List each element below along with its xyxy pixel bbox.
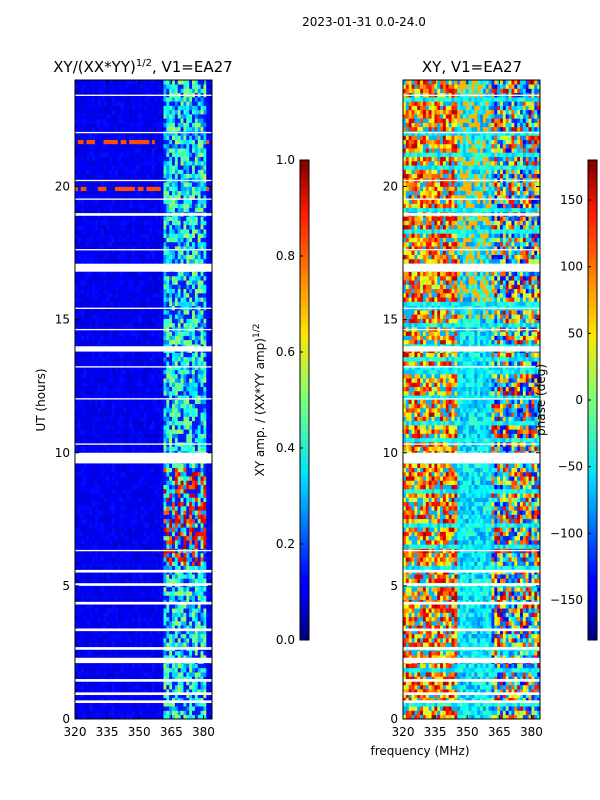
y-tick-label: 20 (383, 180, 398, 194)
amplitude-colorbar-label: XY amp. / (XX*YY amp)1/2 (252, 324, 267, 477)
frequency-xlabel: frequency (MHz) (370, 744, 469, 758)
x-tick-label: 365 (160, 725, 183, 739)
amplitude-colorbar-ticks: 0.0 0.2 0.4 0.6 0.8 1.0 (276, 153, 303, 647)
x-tick-label: 320 (64, 725, 87, 739)
amplitude-heatmap (75, 80, 213, 720)
y-tick-label: 5 (390, 579, 398, 593)
amplitude-flagged-gaps (75, 94, 212, 704)
y-tick-label: 10 (55, 446, 70, 460)
y-tick-label: 20 (55, 180, 70, 194)
colorbar-tick-label: 0.2 (276, 537, 295, 551)
phase-heatmap-panel: XY, V1=EA27 320 335 350 365 380 0 5 10 15 20 fre… (370, 58, 542, 758)
amplitude-heatmap-panel: XY/(XX*YY)1/2, V1=EA27 320 335 350 365 380 0… (34, 58, 233, 739)
amplitude-y-ticks: 0 5 10 15 20 (55, 180, 212, 726)
x-tick-label: 350 (456, 725, 479, 739)
phase-x-ticks: 320 335 350 365 380 (392, 80, 543, 739)
x-tick-label: 365 (488, 725, 511, 739)
y-tick-label: 15 (383, 313, 398, 327)
colorbar-tick-label: −150 (550, 593, 583, 607)
y-tick-label: 0 (390, 712, 398, 726)
y-tick-label: 5 (62, 579, 70, 593)
phase-panel-title: XY, V1=EA27 (422, 58, 522, 76)
colorbar-tick-label: 100 (560, 260, 583, 274)
figure-suptitle: 2023-01-31 0.0-24.0 (302, 15, 426, 29)
phase-plot-frame (402, 79, 541, 720)
x-tick-label: 380 (520, 725, 543, 739)
colorbar-tick-label: 0.4 (276, 441, 295, 455)
phase-flagged-gaps (403, 94, 540, 704)
colorbar-tick-label: 0 (575, 393, 583, 407)
amplitude-plot-frame (74, 79, 213, 720)
y-tick-label: 10 (383, 446, 398, 460)
y-tick-label: 0 (62, 712, 70, 726)
amplitude-colorbar: 0.0 0.2 0.4 0.6 0.8 1.0 XY amp. / (XX*YY amp)… (252, 153, 310, 647)
x-tick-label: 320 (392, 725, 415, 739)
colorbar-tick-label: −50 (558, 460, 583, 474)
colorbar-tick-label: −100 (550, 526, 583, 540)
phase-colorbar: −150 −100 −50 0 50 100 150 phase (deg) (534, 159, 598, 641)
colorbar-tick-label: 150 (560, 193, 583, 207)
y-tick-label: 15 (55, 313, 70, 327)
amplitude-colorbar-gradient (299, 159, 310, 641)
colorbar-tick-label: 0.6 (276, 345, 295, 359)
colorbar-tick-label: 50 (568, 326, 583, 340)
x-tick-label: 380 (192, 725, 215, 739)
x-tick-label: 335 (424, 725, 447, 739)
colorbar-tick-label: 0.0 (276, 633, 295, 647)
phase-colorbar-ticks: −150 −100 −50 0 50 100 150 (550, 193, 591, 607)
x-tick-label: 350 (128, 725, 151, 739)
amplitude-x-ticks: 320 335 350 365 380 (64, 80, 215, 739)
amplitude-ylabel: UT (hours) (34, 368, 48, 431)
colorbar-tick-label: 0.8 (276, 249, 295, 263)
amplitude-panel-title: XY/(XX*YY)1/2, V1=EA27 (53, 58, 232, 76)
phase-heatmap (403, 80, 541, 720)
x-tick-label: 335 (96, 725, 119, 739)
phase-colorbar-label: phase (deg) (534, 364, 548, 436)
colorbar-tick-label: 1.0 (276, 153, 295, 167)
phase-y-ticks: 0 5 10 15 20 (383, 180, 540, 726)
